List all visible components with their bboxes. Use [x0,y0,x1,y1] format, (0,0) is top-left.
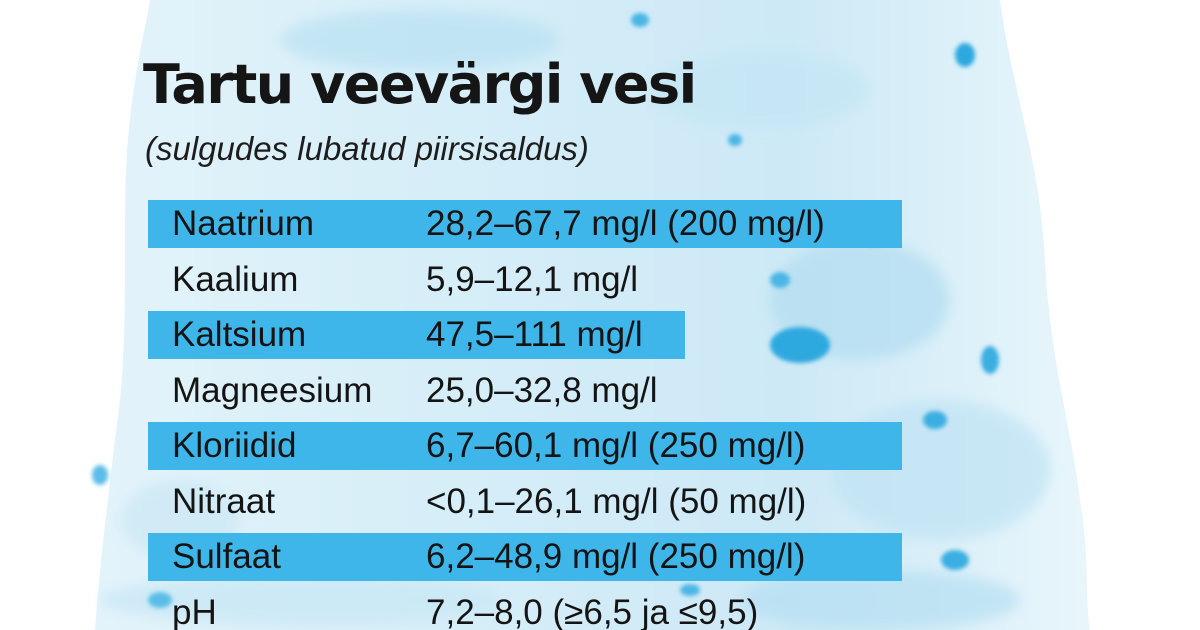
parameter-name: Kloriidid [172,426,297,465]
table-row: pH 7,2–8,0 (≥6,5 ja ≤9,5) [148,587,908,630]
parameter-value: 6,7–60,1 mg/l (250 mg/l) [426,426,806,465]
page-title: Tartu veevärgi vesi [143,53,697,116]
row-highlight-band [148,422,902,470]
row-highlight-band [148,533,902,581]
parameter-name: Nitraat [172,481,276,521]
table-row: Sulfaat 6,2–48,9 mg/l (250 mg/l) [148,531,908,587]
parameter-value: 25,0–32,8 mg/l [426,370,658,410]
parameter-value: 6,2–48,9 mg/l (250 mg/l) [426,537,806,576]
table-row: Nitraat <0,1–26,1 mg/l (50 mg/l) [148,476,908,532]
parameter-value: 47,5–111 mg/l [426,315,643,354]
row-highlight-band [148,311,685,359]
table-row: Naatrium 28,2–67,7 mg/l (200 mg/l) [148,198,908,254]
water-composition-table: Naatrium 28,2–67,7 mg/l (200 mg/l) Kaalium… [148,198,908,630]
subtitle: (sulgudes lubatud piirsisaldus) [145,130,589,167]
table-row: Kaalium 5,9–12,1 mg/l [148,254,908,310]
parameter-value: <0,1–26,1 mg/l (50 mg/l) [426,481,807,521]
parameter-name: Magneesium [172,370,373,410]
table-row: Kaltsium 47,5–111 mg/l [148,309,908,365]
parameter-name: Kaltsium [172,315,307,354]
table-row: Kloriidid 6,7–60,1 mg/l (250 mg/l) [148,420,908,476]
parameter-value: 28,2–67,7 mg/l (200 mg/l) [426,204,825,243]
parameter-name: Sulfaat [172,537,281,576]
parameter-name: pH [172,592,217,630]
parameter-value: 5,9–12,1 mg/l [426,259,639,299]
table-row: Magneesium 25,0–32,8 mg/l [148,365,908,421]
parameter-name: Kaalium [172,259,299,299]
parameter-name: Naatrium [172,204,314,243]
row-highlight-band [148,200,902,248]
parameter-value: 7,2–8,0 (≥6,5 ja ≤9,5) [426,592,759,630]
